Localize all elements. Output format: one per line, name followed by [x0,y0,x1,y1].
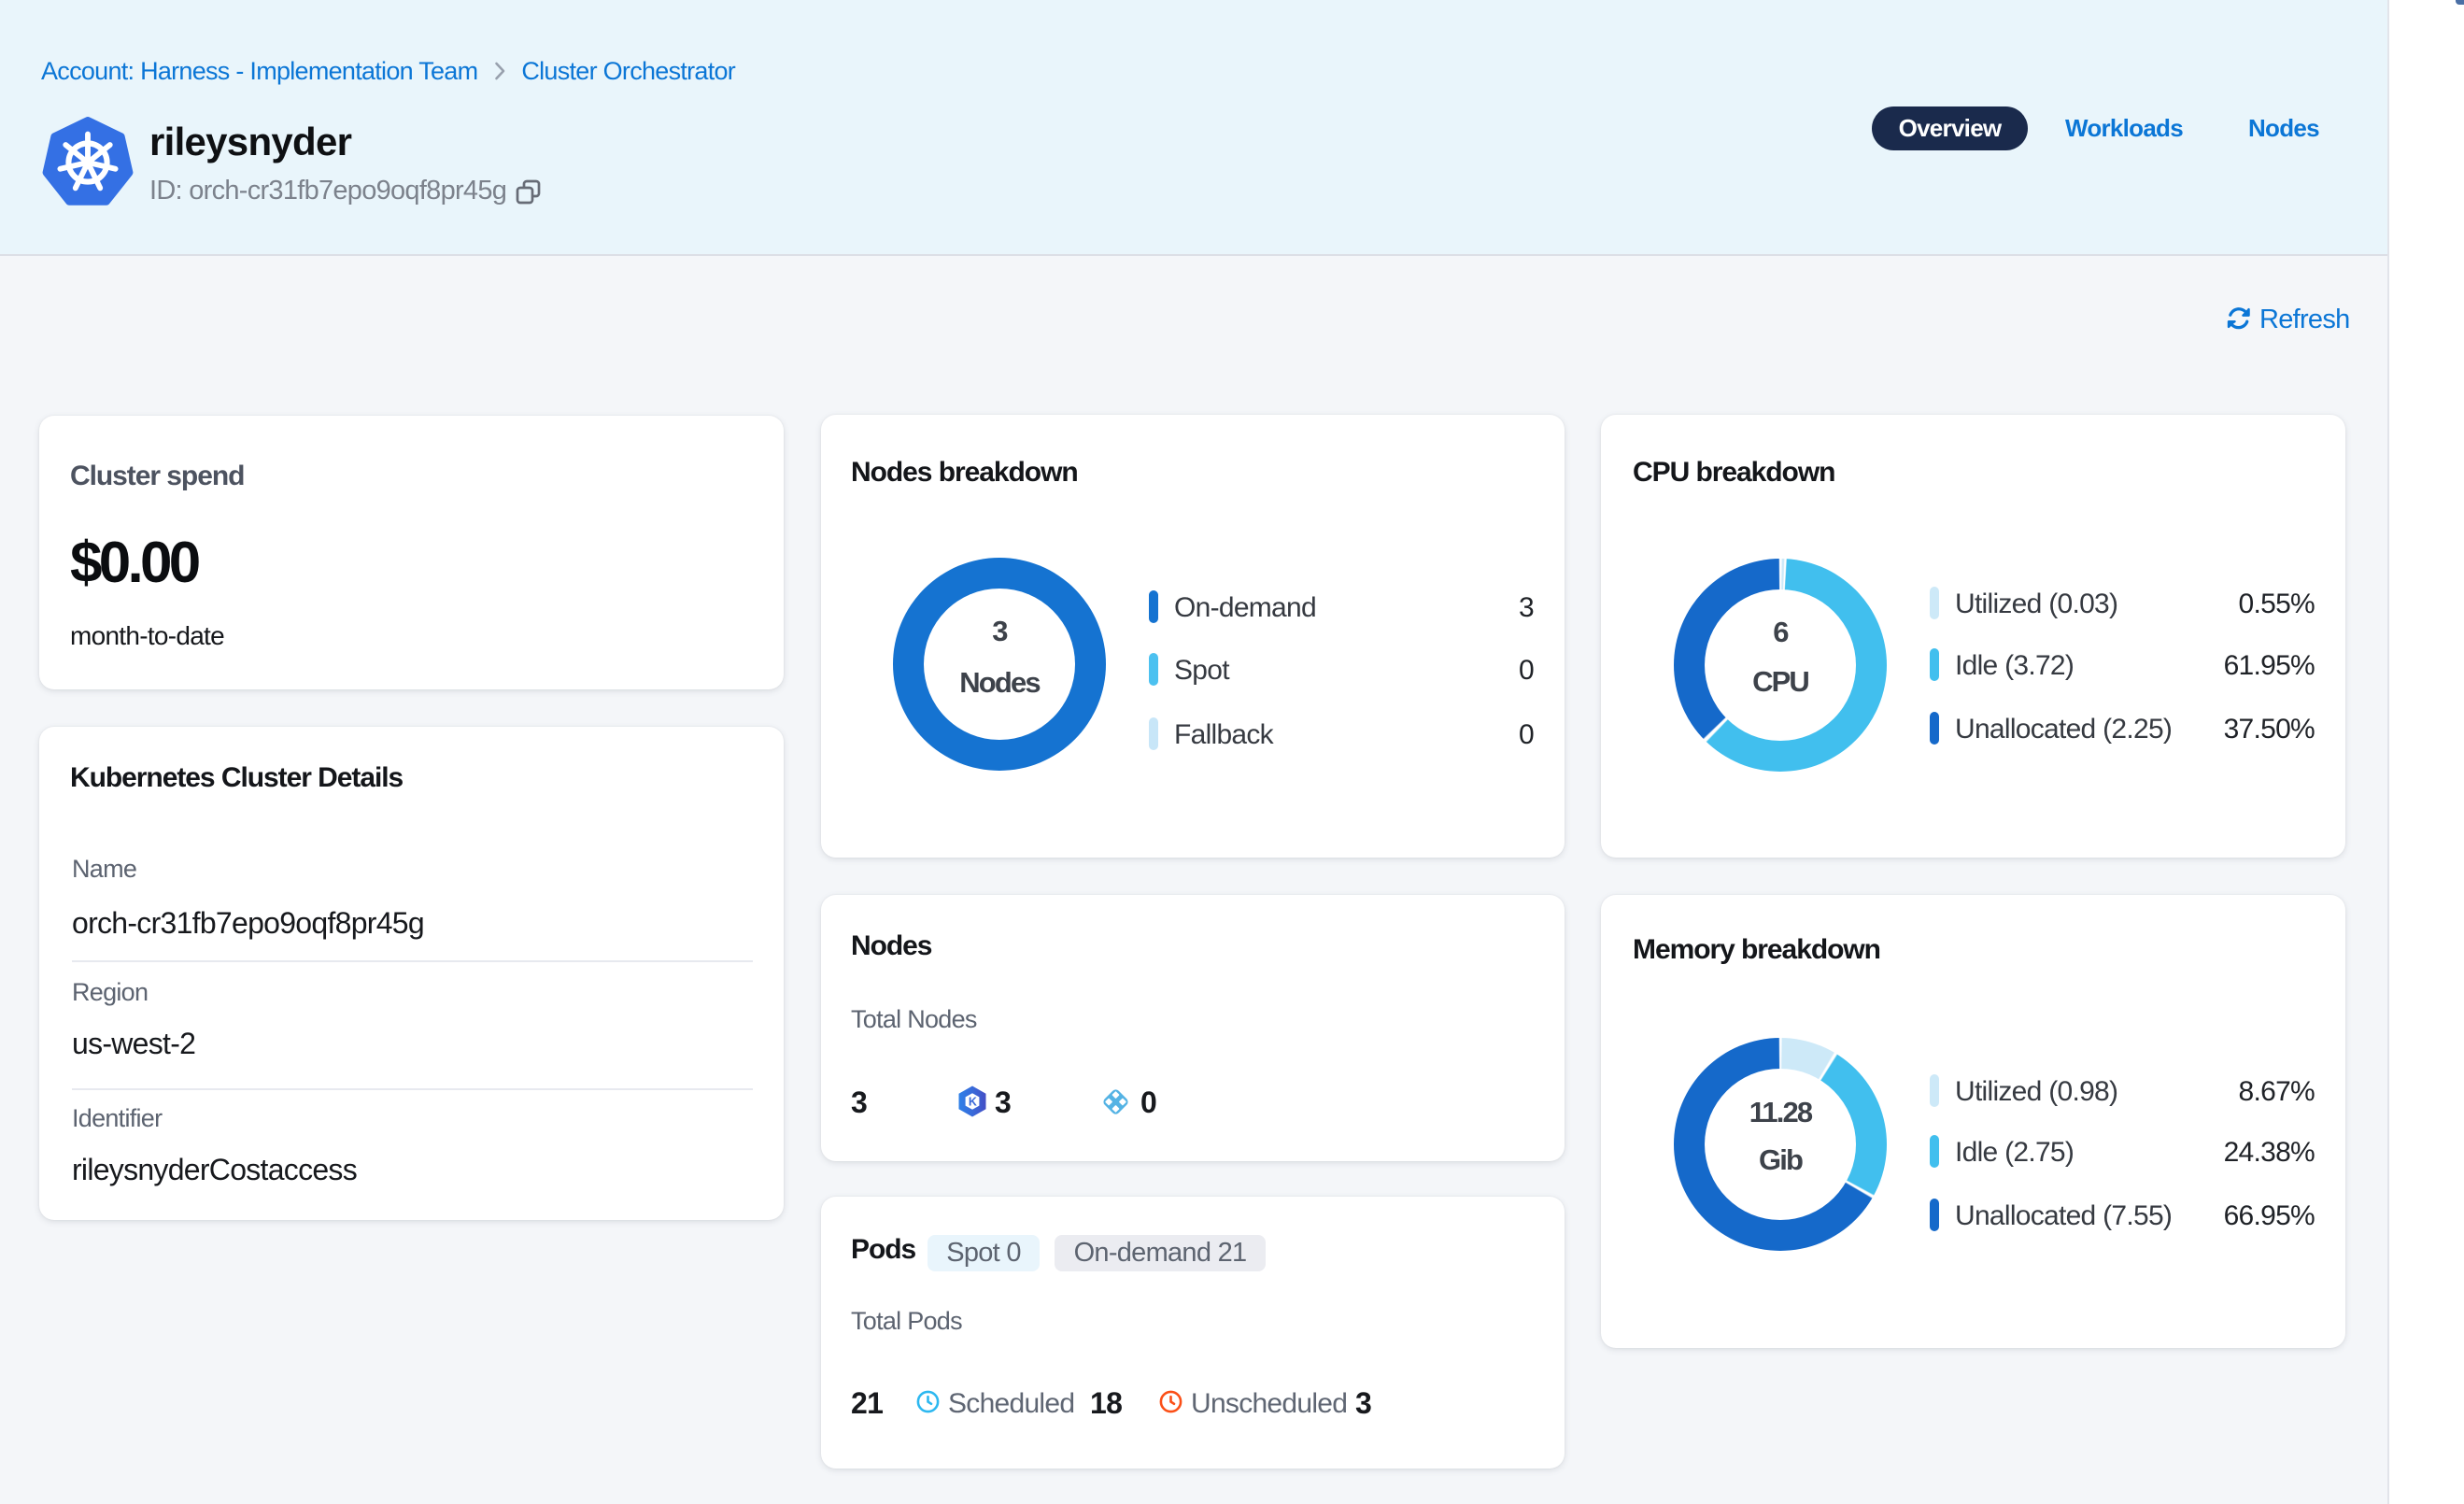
svg-text:K: K [969,1095,977,1108]
